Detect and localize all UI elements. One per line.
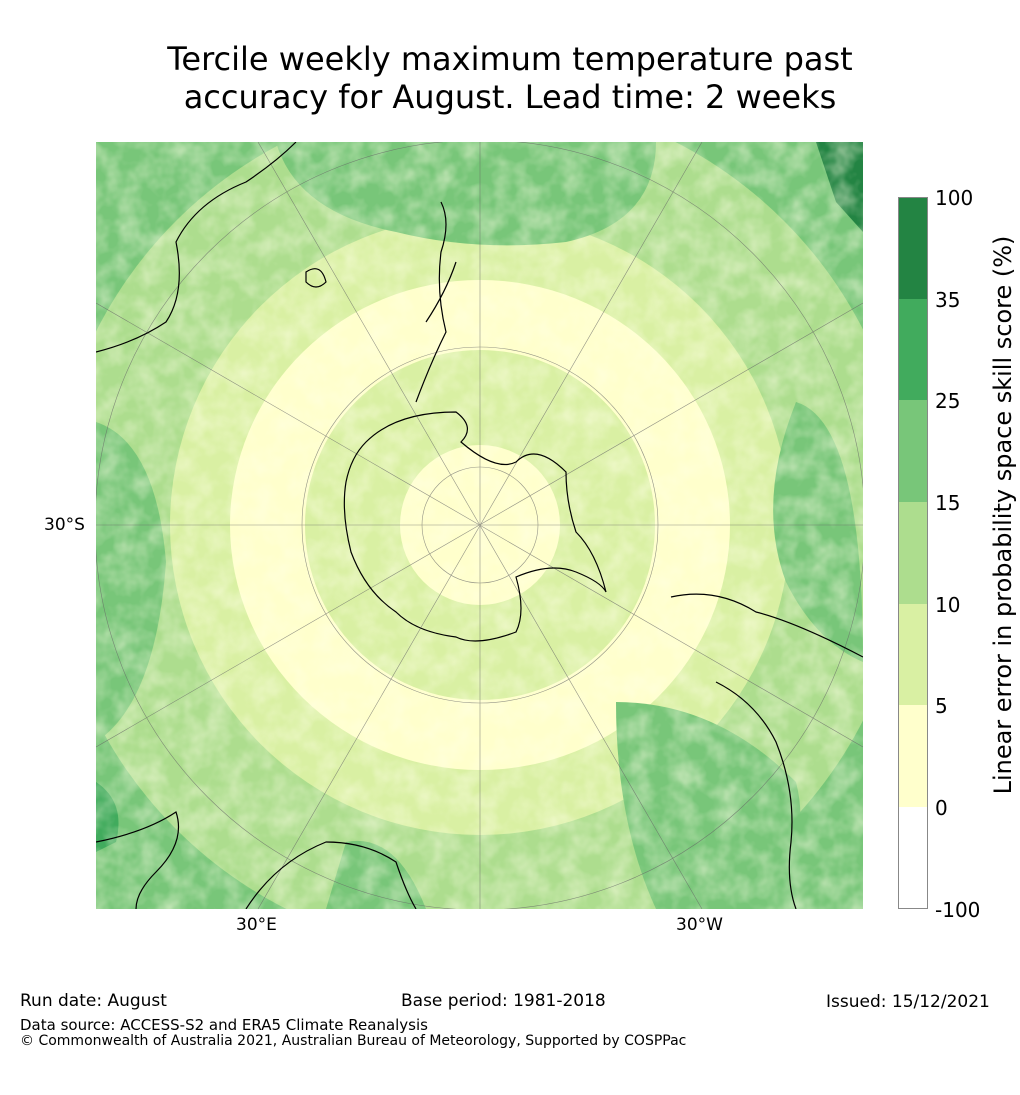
tasmania-outline (305, 268, 327, 288)
colorbar-frame (898, 197, 928, 909)
australia-outline (96, 142, 297, 353)
texture-overlay (96, 142, 863, 909)
colorbar-title: Linear error in probability space skill … (989, 235, 1017, 795)
colorbar-band-25-35 (898, 299, 928, 400)
issued-date: Issued: 15/12/2021 (826, 992, 990, 1012)
south-america-outline (670, 593, 863, 909)
graticule (96, 142, 863, 909)
colorbar-band-0-5 (898, 705, 928, 807)
data-source: Data source: ACCESS-S2 and ERA5 Climate … (20, 1016, 428, 1034)
polar-skill-map (96, 142, 863, 909)
base-period: Base period: 1981-2018 (401, 991, 606, 1011)
colorbar (898, 197, 928, 909)
colorbar-tick: 100 (935, 186, 974, 210)
lon-label-30w: 30°W (676, 915, 723, 935)
lat-label-30s: 30°S (44, 515, 85, 535)
title-line-2: accuracy for August. Lead time: 2 weeks (183, 78, 837, 116)
colorbar-band-5-10 (898, 604, 928, 705)
colorbar-tick: 25 (935, 389, 961, 413)
colorbar-band-neg100-0 (898, 807, 928, 909)
title-line-1: Tercile weekly maximum temperature past (167, 40, 853, 78)
africa-outline (96, 811, 417, 909)
antarctica-outline (343, 411, 607, 642)
colorbar-band-10-15 (898, 502, 928, 604)
colorbar-tick: 35 (935, 288, 961, 312)
colorbar-band-15-25 (898, 400, 928, 502)
chart-title: Tercile weekly maximum temperature past … (0, 40, 1020, 116)
colorbar-band-35-100 (898, 197, 928, 299)
colorbar-tick: 0 (935, 796, 948, 820)
new-zealand-outline (415, 201, 457, 403)
copyright: © Commonwealth of Australia 2021, Austra… (20, 1033, 687, 1049)
colorbar-tick: 10 (935, 593, 961, 617)
run-date: Run date: August (20, 991, 167, 1011)
lon-label-30e: 30°E (236, 915, 277, 935)
colorbar-tick: 5 (935, 694, 948, 718)
colorbar-tick: -100 (935, 898, 981, 922)
colorbar-tick: 15 (935, 491, 961, 515)
